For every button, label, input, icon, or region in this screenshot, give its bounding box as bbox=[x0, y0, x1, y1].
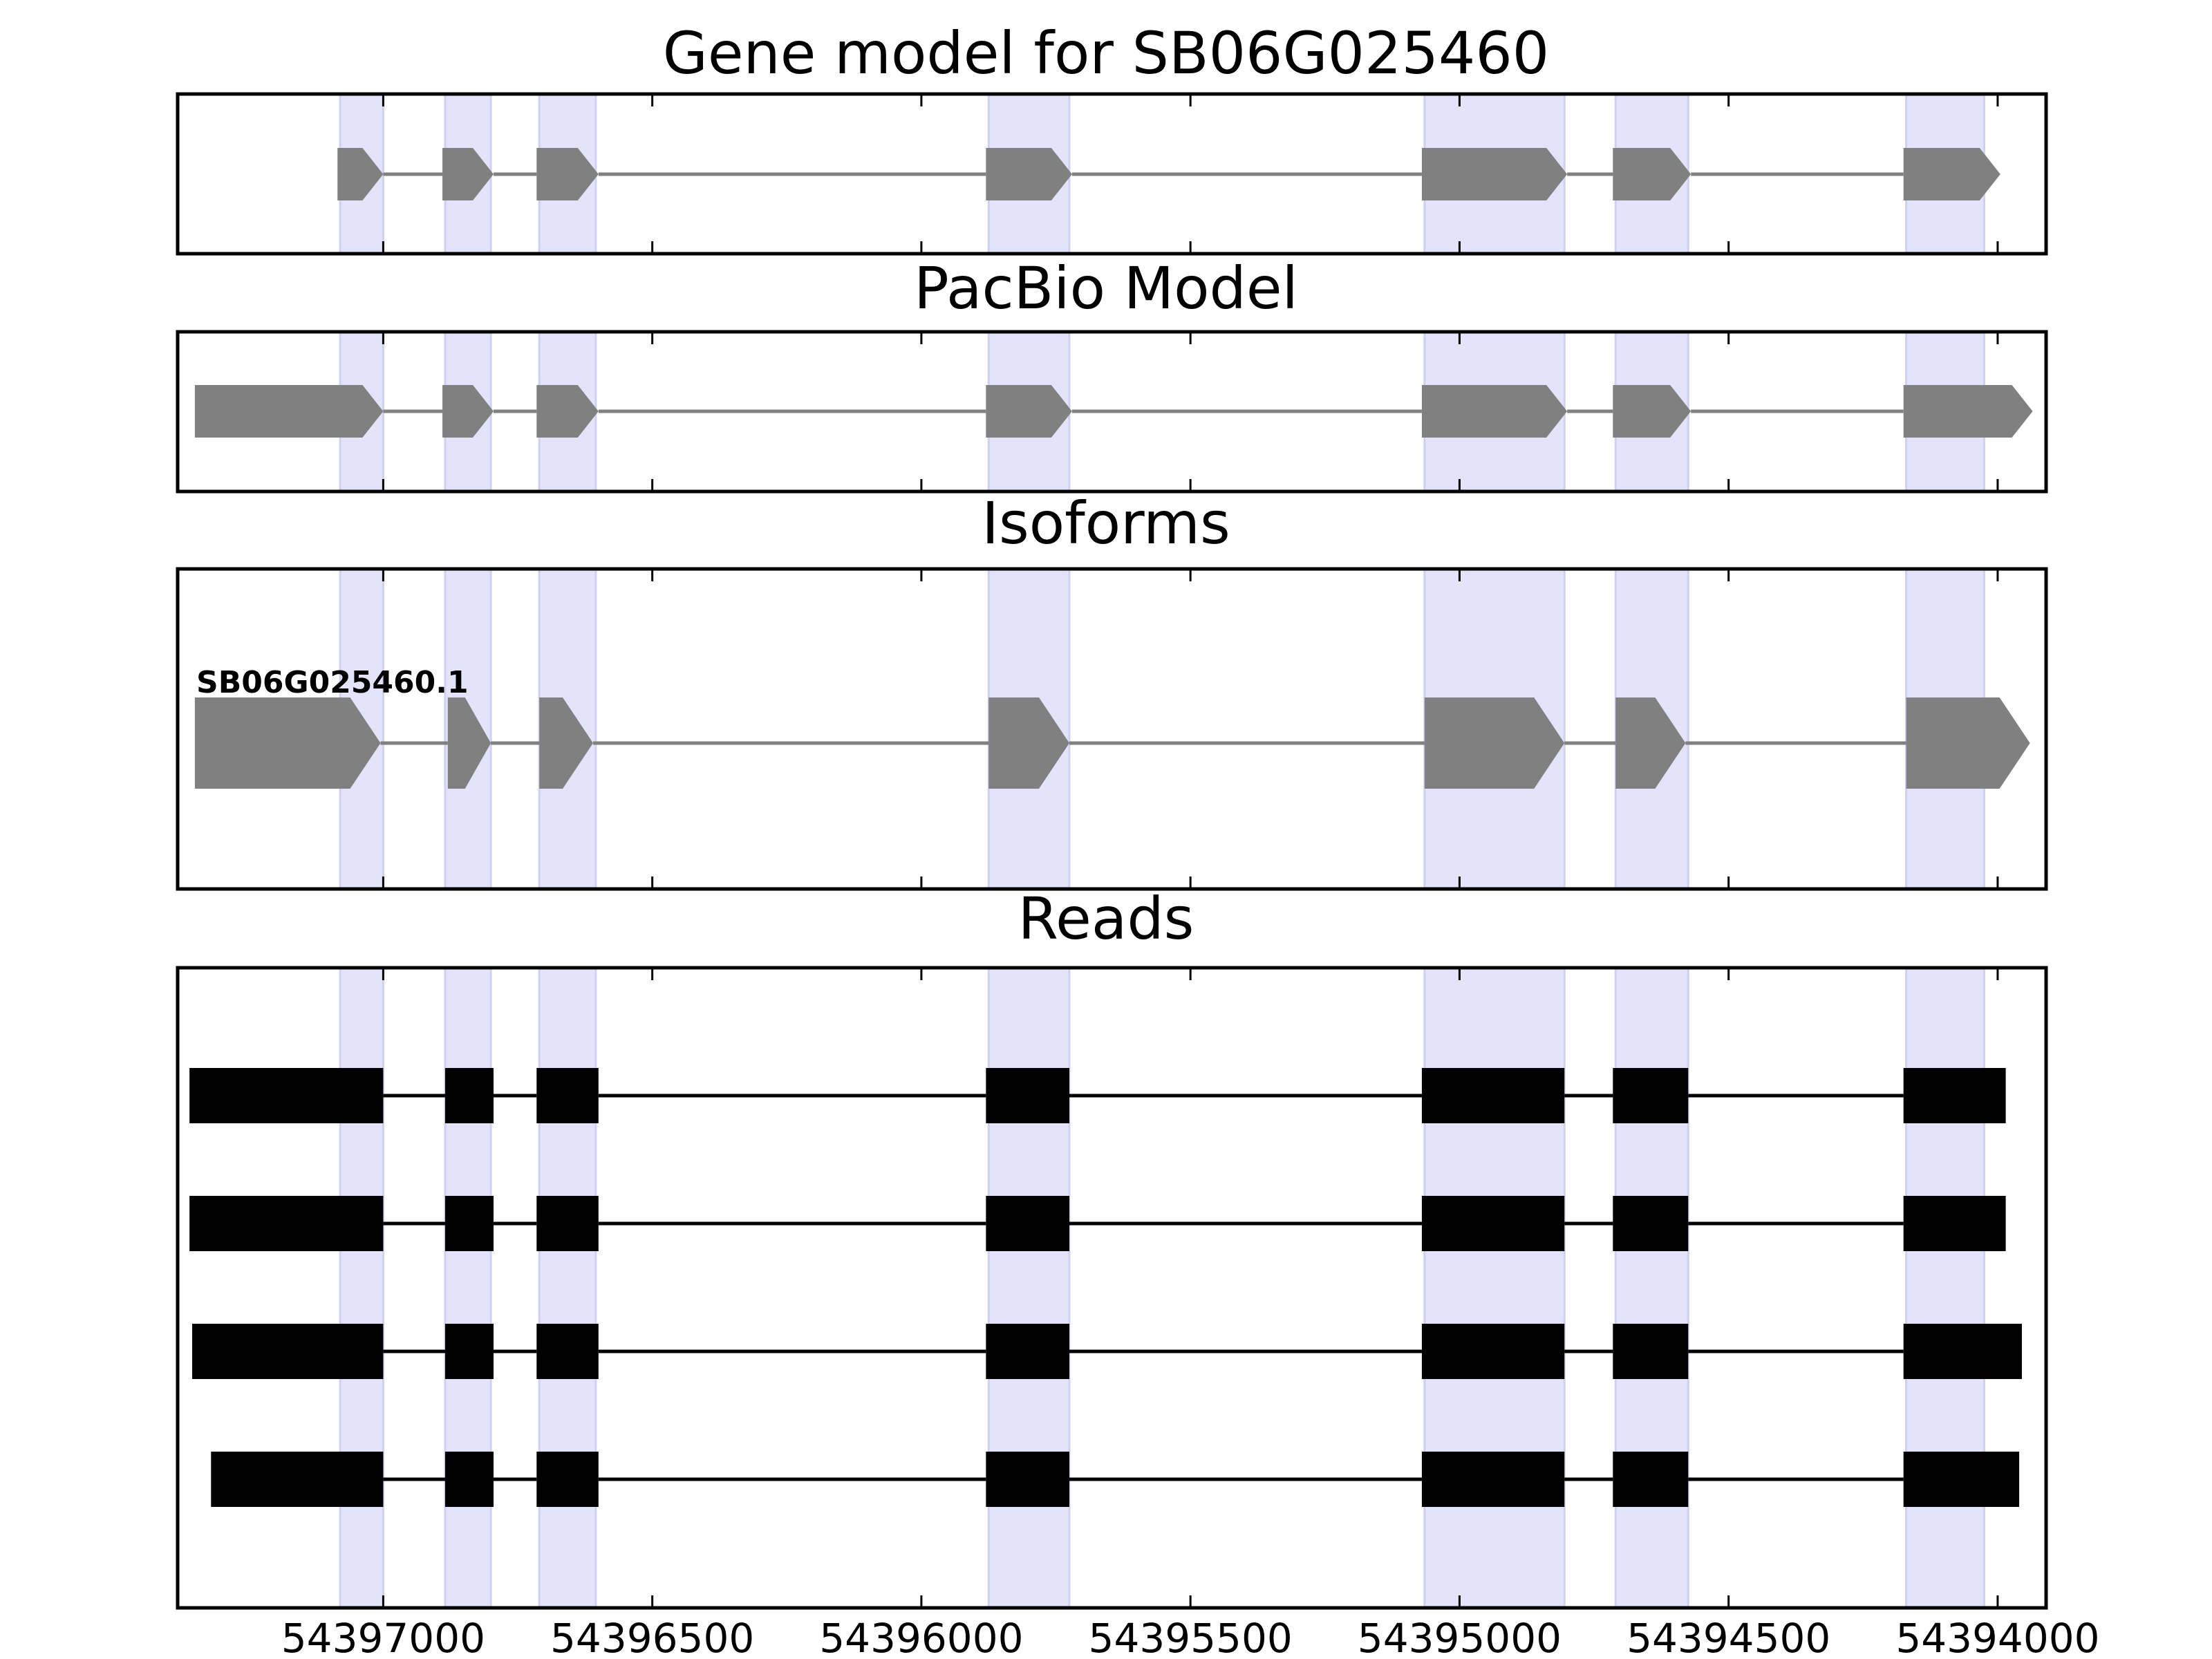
panel-frame-2 bbox=[176, 330, 2048, 494]
read-2-exon-3 bbox=[536, 1196, 599, 1251]
label-layer: Gene model for SB06G025460 PacBio Model … bbox=[196, 19, 2100, 1659]
highlight-band-p4-1 bbox=[339, 966, 384, 1609]
panel1-exon-2 bbox=[442, 148, 494, 200]
read-3-exon-2 bbox=[444, 1324, 494, 1379]
highlight-band-p4-3 bbox=[538, 966, 597, 1609]
panel2-exon-1 bbox=[194, 385, 384, 438]
tick-label-5: 54395000 bbox=[1358, 1615, 1562, 1659]
read-3-exon-6 bbox=[1613, 1324, 1689, 1379]
marks-layer bbox=[189, 148, 2033, 1507]
panel1-exon-7 bbox=[1903, 148, 2000, 200]
panel2-exon-5 bbox=[1421, 385, 1568, 438]
read-4-exon-1 bbox=[211, 1452, 384, 1507]
panel-frame-4 bbox=[176, 966, 2048, 1610]
panel2-exon-3 bbox=[536, 385, 599, 438]
highlight-band-p4-5 bbox=[1423, 966, 1566, 1609]
isoform-exon-5 bbox=[1424, 697, 1565, 789]
panel-title-reads: Reads bbox=[1018, 885, 1194, 953]
isoform-exon-6 bbox=[1615, 697, 1686, 789]
read-2-exon-2 bbox=[444, 1196, 494, 1251]
panel2-exon-2 bbox=[442, 385, 494, 438]
read-4-exon-2 bbox=[444, 1452, 494, 1507]
panel-title-isoforms: Isoforms bbox=[982, 489, 1230, 557]
highlight-band-p4-4 bbox=[987, 966, 1071, 1609]
highlight-band-p4-2 bbox=[444, 966, 492, 1609]
read-2-exon-6 bbox=[1613, 1196, 1689, 1251]
panel-frames bbox=[176, 92, 2048, 1610]
read-1-exon-7 bbox=[1903, 1068, 2006, 1123]
read-4-exon-5 bbox=[1421, 1452, 1565, 1507]
read-3-exon-5 bbox=[1421, 1324, 1565, 1379]
read-3-exon-1 bbox=[192, 1324, 384, 1379]
isoform-exon-4 bbox=[988, 697, 1069, 789]
isoform-exon-7 bbox=[1906, 697, 2030, 789]
read-3-exon-3 bbox=[536, 1324, 599, 1379]
read-4-exon-6 bbox=[1613, 1452, 1689, 1507]
isoform-label: SB06G025460.1 bbox=[196, 665, 469, 700]
isoform-exon-3 bbox=[539, 697, 594, 789]
panel1-exon-4 bbox=[986, 148, 1072, 200]
read-3-exon-4 bbox=[986, 1324, 1069, 1379]
panel1-exon-5 bbox=[1421, 148, 1568, 200]
tick-label-1: 54397000 bbox=[281, 1615, 485, 1659]
read-1-exon-4 bbox=[986, 1068, 1069, 1123]
panel1-exon-1 bbox=[337, 148, 384, 200]
read-4-exon-3 bbox=[536, 1452, 599, 1507]
read-4-exon-7 bbox=[1903, 1452, 2020, 1507]
panel-frame-1 bbox=[176, 92, 2048, 256]
read-4-exon-4 bbox=[986, 1452, 1069, 1507]
panel-title-gene-model: Gene model for SB06G025460 bbox=[663, 19, 1549, 87]
panel1-exon-3 bbox=[536, 148, 599, 200]
panel-frame-3 bbox=[176, 567, 2048, 891]
tick-label-7: 54394000 bbox=[1895, 1615, 2099, 1659]
read-3-exon-7 bbox=[1903, 1324, 2022, 1379]
tick-label-2: 54396500 bbox=[550, 1615, 754, 1659]
read-1-exon-6 bbox=[1613, 1068, 1689, 1123]
read-1-exon-3 bbox=[536, 1068, 599, 1123]
panel2-exon-6 bbox=[1613, 385, 1691, 438]
panel2-exon-7 bbox=[1903, 385, 2033, 438]
read-1-exon-1 bbox=[189, 1068, 384, 1123]
read-1-exon-5 bbox=[1421, 1068, 1565, 1123]
read-1-exon-2 bbox=[444, 1068, 494, 1123]
panel-title-pacbio-model: PacBio Model bbox=[914, 254, 1298, 322]
panel1-exon-6 bbox=[1613, 148, 1691, 200]
tick-label-3: 54396000 bbox=[819, 1615, 1023, 1659]
highlight-band-p4-6 bbox=[1614, 966, 1689, 1609]
panel2-exon-4 bbox=[986, 385, 1072, 438]
read-2-exon-1 bbox=[189, 1196, 384, 1251]
tick-label-6: 54394500 bbox=[1627, 1615, 1830, 1659]
read-2-exon-5 bbox=[1421, 1196, 1565, 1251]
tick-label-4: 54395500 bbox=[1089, 1615, 1293, 1659]
tick-layer bbox=[382, 94, 1999, 1608]
read-2-exon-7 bbox=[1903, 1196, 2006, 1251]
isoform-exon-1 bbox=[194, 697, 381, 789]
isoform-exon-2 bbox=[447, 697, 491, 789]
highlight-band-p4-7 bbox=[1905, 966, 1985, 1609]
read-2-exon-4 bbox=[986, 1196, 1069, 1251]
